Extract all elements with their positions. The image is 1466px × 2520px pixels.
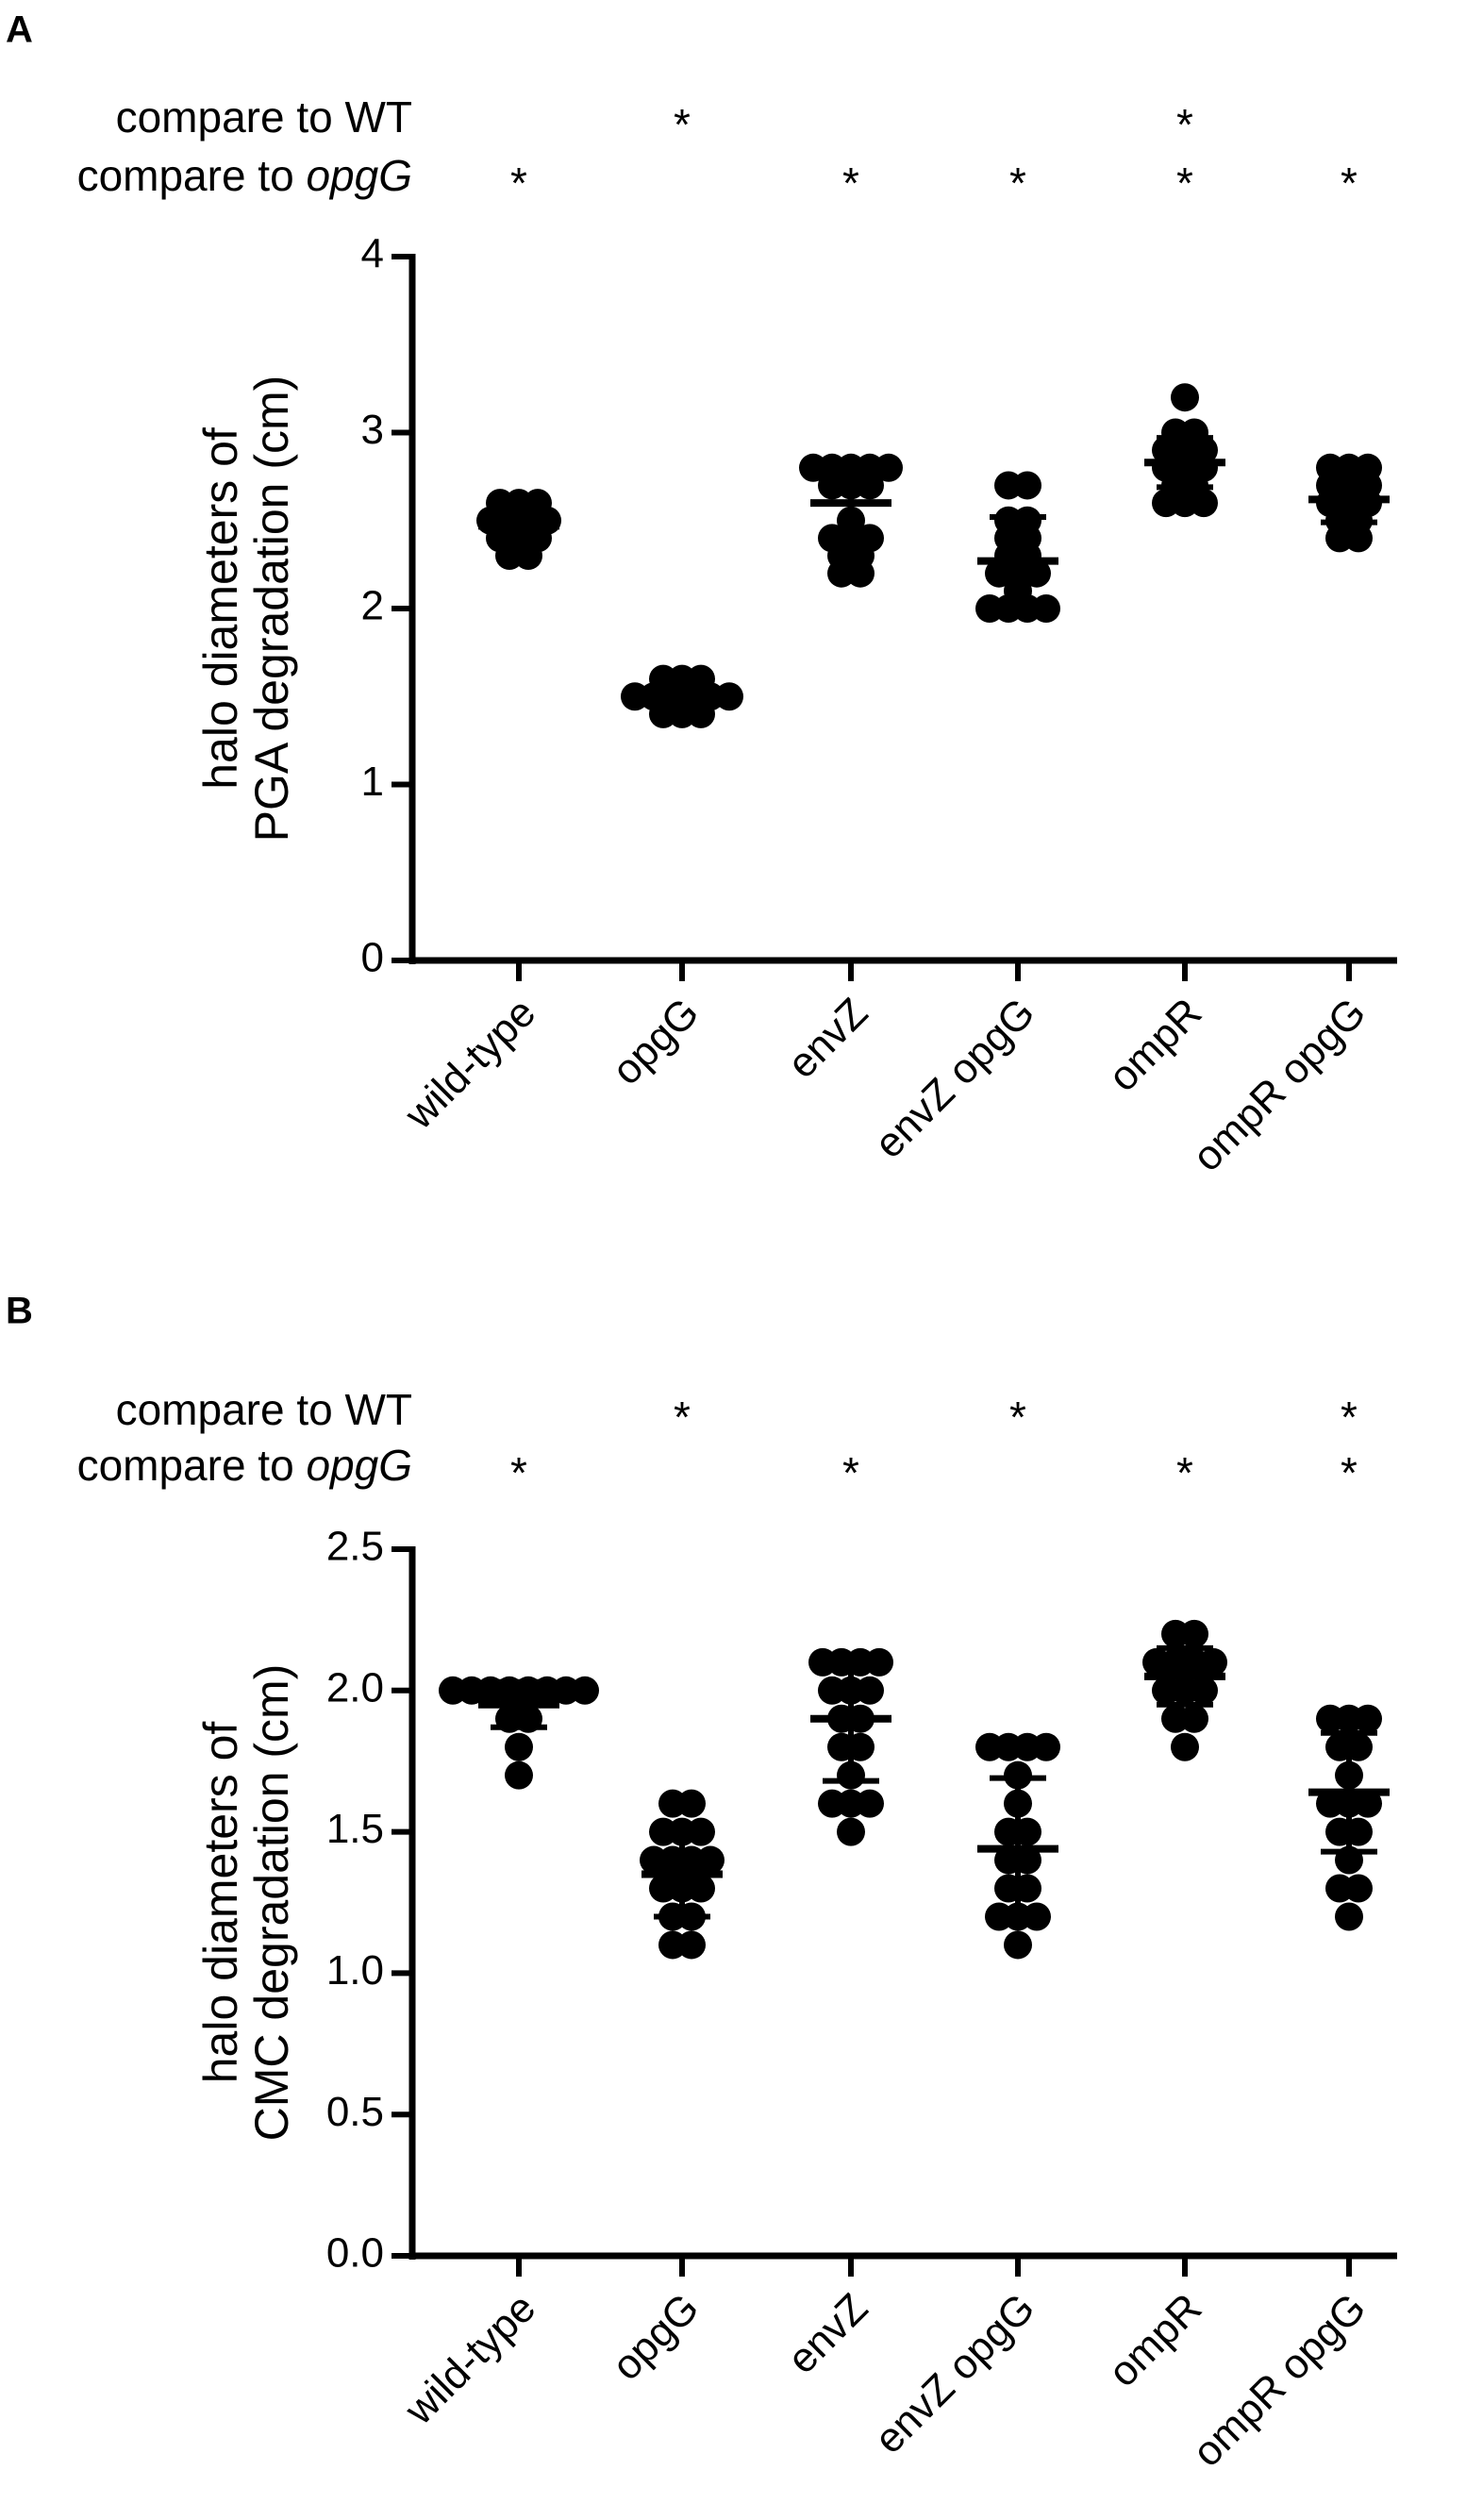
data-point <box>1171 1732 1199 1761</box>
significance-star: * <box>1341 1448 1358 1497</box>
x-tick-label: opgG <box>604 990 708 1094</box>
data-point <box>1180 1704 1208 1733</box>
label-part: compare to WT <box>116 1385 412 1434</box>
significance-label: compare to WT <box>116 92 412 142</box>
significance-star: * <box>1176 159 1193 208</box>
data-point <box>1199 1647 1227 1677</box>
y-axis-label: halo diameters of <box>194 1722 247 2084</box>
label-part: compare to <box>77 1441 307 1490</box>
data-point <box>1344 524 1373 553</box>
significance-star: * <box>842 159 859 208</box>
significance-star: * <box>510 159 527 208</box>
label-part: opgG <box>306 1441 412 1490</box>
data-point <box>505 1761 533 1790</box>
data-point <box>1032 1732 1060 1761</box>
data-point <box>1354 1704 1382 1733</box>
data-point <box>1180 1619 1208 1648</box>
y-tick-label: 2.0 <box>326 1664 384 1711</box>
label-part: opgG <box>306 151 412 200</box>
data-point <box>677 1930 706 1960</box>
data-point <box>875 453 903 482</box>
x-tick-label: ompR <box>1100 2285 1211 2396</box>
data-point <box>1013 471 1041 500</box>
data-point <box>1190 1676 1218 1705</box>
x-tick-label: envZ <box>778 2285 876 2383</box>
x-tick-label: envZ <box>778 990 876 1088</box>
y-tick-label: 1 <box>361 759 384 805</box>
data-point <box>1190 489 1218 518</box>
significance-label: compare to opgG <box>77 151 412 200</box>
y-axis-label: halo diameters of <box>194 427 247 790</box>
data-point <box>696 1845 725 1875</box>
y-tick-label: 0 <box>361 935 384 981</box>
data-point <box>837 1817 865 1846</box>
data-point <box>1032 594 1060 623</box>
y-tick-label: 0.0 <box>326 2230 384 2277</box>
label-part: compare to <box>77 151 307 200</box>
data-point <box>1344 1874 1373 1903</box>
significance-star: * <box>674 100 691 149</box>
y-tick-label: 2 <box>361 583 384 629</box>
data-point <box>856 1676 884 1705</box>
y-axis-label: CMC degradation (cm) <box>245 1664 298 2142</box>
significance-label: compare to WT <box>116 1385 412 1434</box>
data-point <box>715 682 743 711</box>
x-tick-label: ompR <box>1100 990 1211 1101</box>
significance-star: * <box>674 1393 691 1442</box>
data-point <box>865 1647 893 1677</box>
data-point <box>514 542 542 571</box>
panel-label: B <box>6 1291 33 1332</box>
significance-star: * <box>1176 1448 1193 1497</box>
x-tick-label: ompR opgG <box>1184 2285 1374 2476</box>
significance-star: * <box>842 1448 859 1497</box>
significance-star: * <box>1009 159 1026 208</box>
data-point <box>677 1789 706 1818</box>
data-point <box>846 559 875 588</box>
y-tick-label: 1.5 <box>326 1806 384 1852</box>
x-tick-label: opgG <box>604 2285 708 2390</box>
label-part: compare to WT <box>116 92 412 142</box>
x-tick-label: envZ opgG <box>866 2285 1044 2463</box>
significance-label: compare to opgG <box>77 1441 412 1490</box>
significance-star: * <box>1176 100 1193 149</box>
x-tick-label: ompR opgG <box>1184 990 1374 1180</box>
data-point <box>1190 436 1218 465</box>
x-tick-label: wild-type <box>395 990 544 1139</box>
data-point <box>1354 1789 1382 1818</box>
data-point <box>856 1789 884 1818</box>
y-tick-label: 2.5 <box>326 1524 384 1570</box>
y-tick-label: 0.5 <box>326 2089 384 2135</box>
data-point <box>1171 383 1199 412</box>
x-tick-label: wild-type <box>395 2285 544 2434</box>
y-tick-label: 4 <box>361 231 384 277</box>
significance-star: * <box>1009 1393 1026 1442</box>
data-point <box>856 471 884 500</box>
significance-star: * <box>1341 1393 1358 1442</box>
data-point <box>505 1732 533 1761</box>
significance-star: * <box>1341 159 1358 208</box>
y-axis-label: PGA degradation (cm) <box>245 375 298 843</box>
y-tick-label: 1.0 <box>326 1947 384 1994</box>
panel-label: A <box>6 9 33 51</box>
significance-star: * <box>510 1448 527 1497</box>
data-point <box>1335 1902 1363 1931</box>
data-point <box>571 1676 599 1705</box>
data-point <box>1004 1930 1032 1960</box>
data-point <box>687 1874 715 1903</box>
y-tick-label: 3 <box>361 407 384 453</box>
x-tick-label: envZ opgG <box>866 990 1044 1168</box>
